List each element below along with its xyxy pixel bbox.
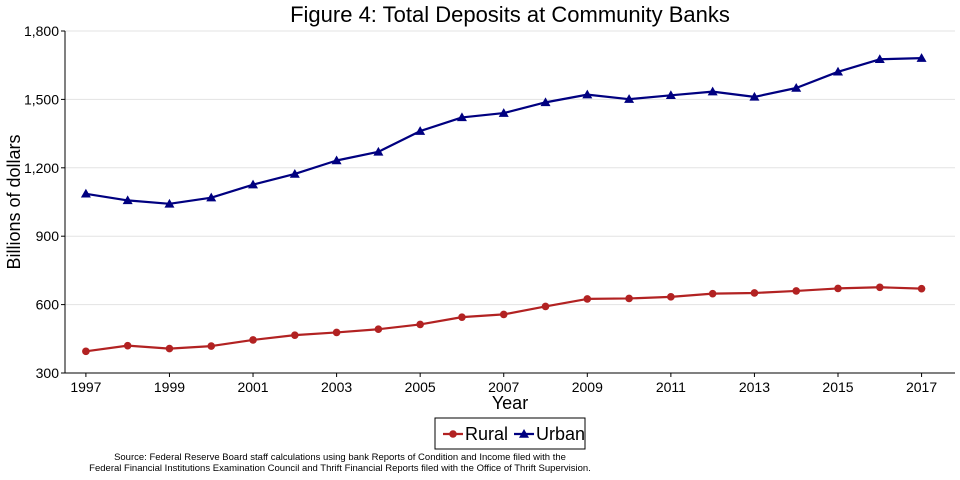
- data-point-rural: [332, 328, 341, 337]
- data-point-rural: [834, 284, 842, 293]
- y-tick-label: 900: [36, 228, 60, 244]
- chart-title: Figure 4: Total Deposits at Community Ba…: [290, 2, 730, 27]
- legend-item-urban: Urban: [514, 424, 585, 444]
- x-tick-label: 2013: [739, 379, 770, 395]
- y-tick-label: 1,800: [24, 23, 59, 39]
- data-point-rural: [917, 284, 926, 293]
- axes: [64, 31, 955, 374]
- source-note-line-1: Source: Federal Reserve Board staff calc…: [114, 452, 566, 463]
- data-point-urban: [540, 97, 551, 107]
- legend-label-rural: Rural: [465, 424, 508, 444]
- data-point-urban: [206, 192, 217, 202]
- x-tick-label: 2003: [321, 379, 352, 395]
- data-point-rural: [207, 342, 216, 350]
- data-point-rural: [667, 293, 675, 301]
- data-point-urban: [248, 179, 259, 189]
- source-note-line-2: Federal Financial Institutions Examinati…: [89, 463, 591, 474]
- data-point-rural: [875, 283, 884, 292]
- x-tick-label: 1999: [154, 379, 185, 395]
- x-tick-label: 2015: [822, 379, 853, 395]
- data-point-urban: [874, 54, 885, 64]
- y-tick-labels: 300 600 900 1,200 1,500 1,800: [24, 23, 65, 381]
- data-point-urban: [916, 53, 927, 62]
- data-point-rural: [625, 294, 633, 303]
- series-lines: [80, 53, 927, 356]
- data-point-urban: [456, 112, 467, 122]
- data-point-urban: [707, 86, 718, 96]
- data-point-rural: [750, 289, 759, 297]
- series-line-rural: [85, 286, 922, 353]
- series-line-urban: [85, 57, 922, 205]
- x-tick-label: 2007: [488, 379, 519, 395]
- legend-marker-urban: [519, 429, 530, 438]
- y-tick-label: 1,200: [24, 160, 59, 176]
- x-tick-label: 2001: [237, 379, 268, 395]
- data-point-rural: [249, 336, 257, 344]
- data-point-rural: [374, 325, 383, 334]
- x-tick-label: 2009: [572, 379, 603, 395]
- x-tick-label: 1997: [70, 379, 101, 395]
- data-point-urban: [289, 168, 300, 178]
- data-point-urban: [373, 146, 384, 156]
- legend-item-rural: Rural: [443, 424, 508, 444]
- data-point-rural: [792, 287, 801, 295]
- data-point-urban: [80, 188, 91, 198]
- x-axis-label: Year: [492, 393, 528, 413]
- legend: Rural Urban: [434, 417, 586, 450]
- data-point-rural: [541, 302, 550, 311]
- data-point-urban: [331, 155, 342, 165]
- y-axis-label: Billions of dollars: [4, 134, 24, 269]
- legend-marker-rural: [449, 430, 457, 438]
- data-point-rural: [458, 313, 466, 321]
- data-point-urban: [582, 89, 593, 99]
- data-point-urban: [122, 195, 133, 205]
- data-point-rural: [291, 331, 299, 339]
- data-point-rural: [123, 341, 132, 350]
- x-tick-label: 2005: [405, 379, 436, 395]
- y-tick-label: 600: [36, 297, 60, 313]
- data-point-urban: [791, 83, 802, 92]
- y-tick-label: 300: [36, 365, 60, 381]
- x-tick-label: 2017: [906, 379, 937, 395]
- data-point-urban: [498, 108, 509, 117]
- data-point-urban: [415, 126, 426, 135]
- data-point-urban: [665, 90, 676, 100]
- data-point-urban: [624, 94, 635, 103]
- data-point-urban: [164, 198, 175, 208]
- series-urban: [80, 53, 927, 208]
- x-tick-label: 2011: [656, 379, 686, 395]
- data-point-rural: [416, 320, 424, 329]
- series-rural: [82, 283, 926, 356]
- legend-label-urban: Urban: [536, 424, 585, 444]
- data-point-rural: [708, 289, 717, 298]
- data-point-rural: [583, 295, 592, 303]
- data-point-urban: [833, 66, 844, 76]
- data-point-urban: [749, 91, 760, 101]
- y-tick-label: 1,500: [24, 91, 59, 107]
- data-point-rural: [165, 344, 174, 353]
- x-tick-labels: 1997 1999 2001 2003 2005 2007 2009 2011 2013 2015…: [70, 373, 937, 395]
- data-point-rural: [82, 347, 90, 356]
- data-point-rural: [499, 310, 508, 319]
- grid-lines: [65, 30, 955, 306]
